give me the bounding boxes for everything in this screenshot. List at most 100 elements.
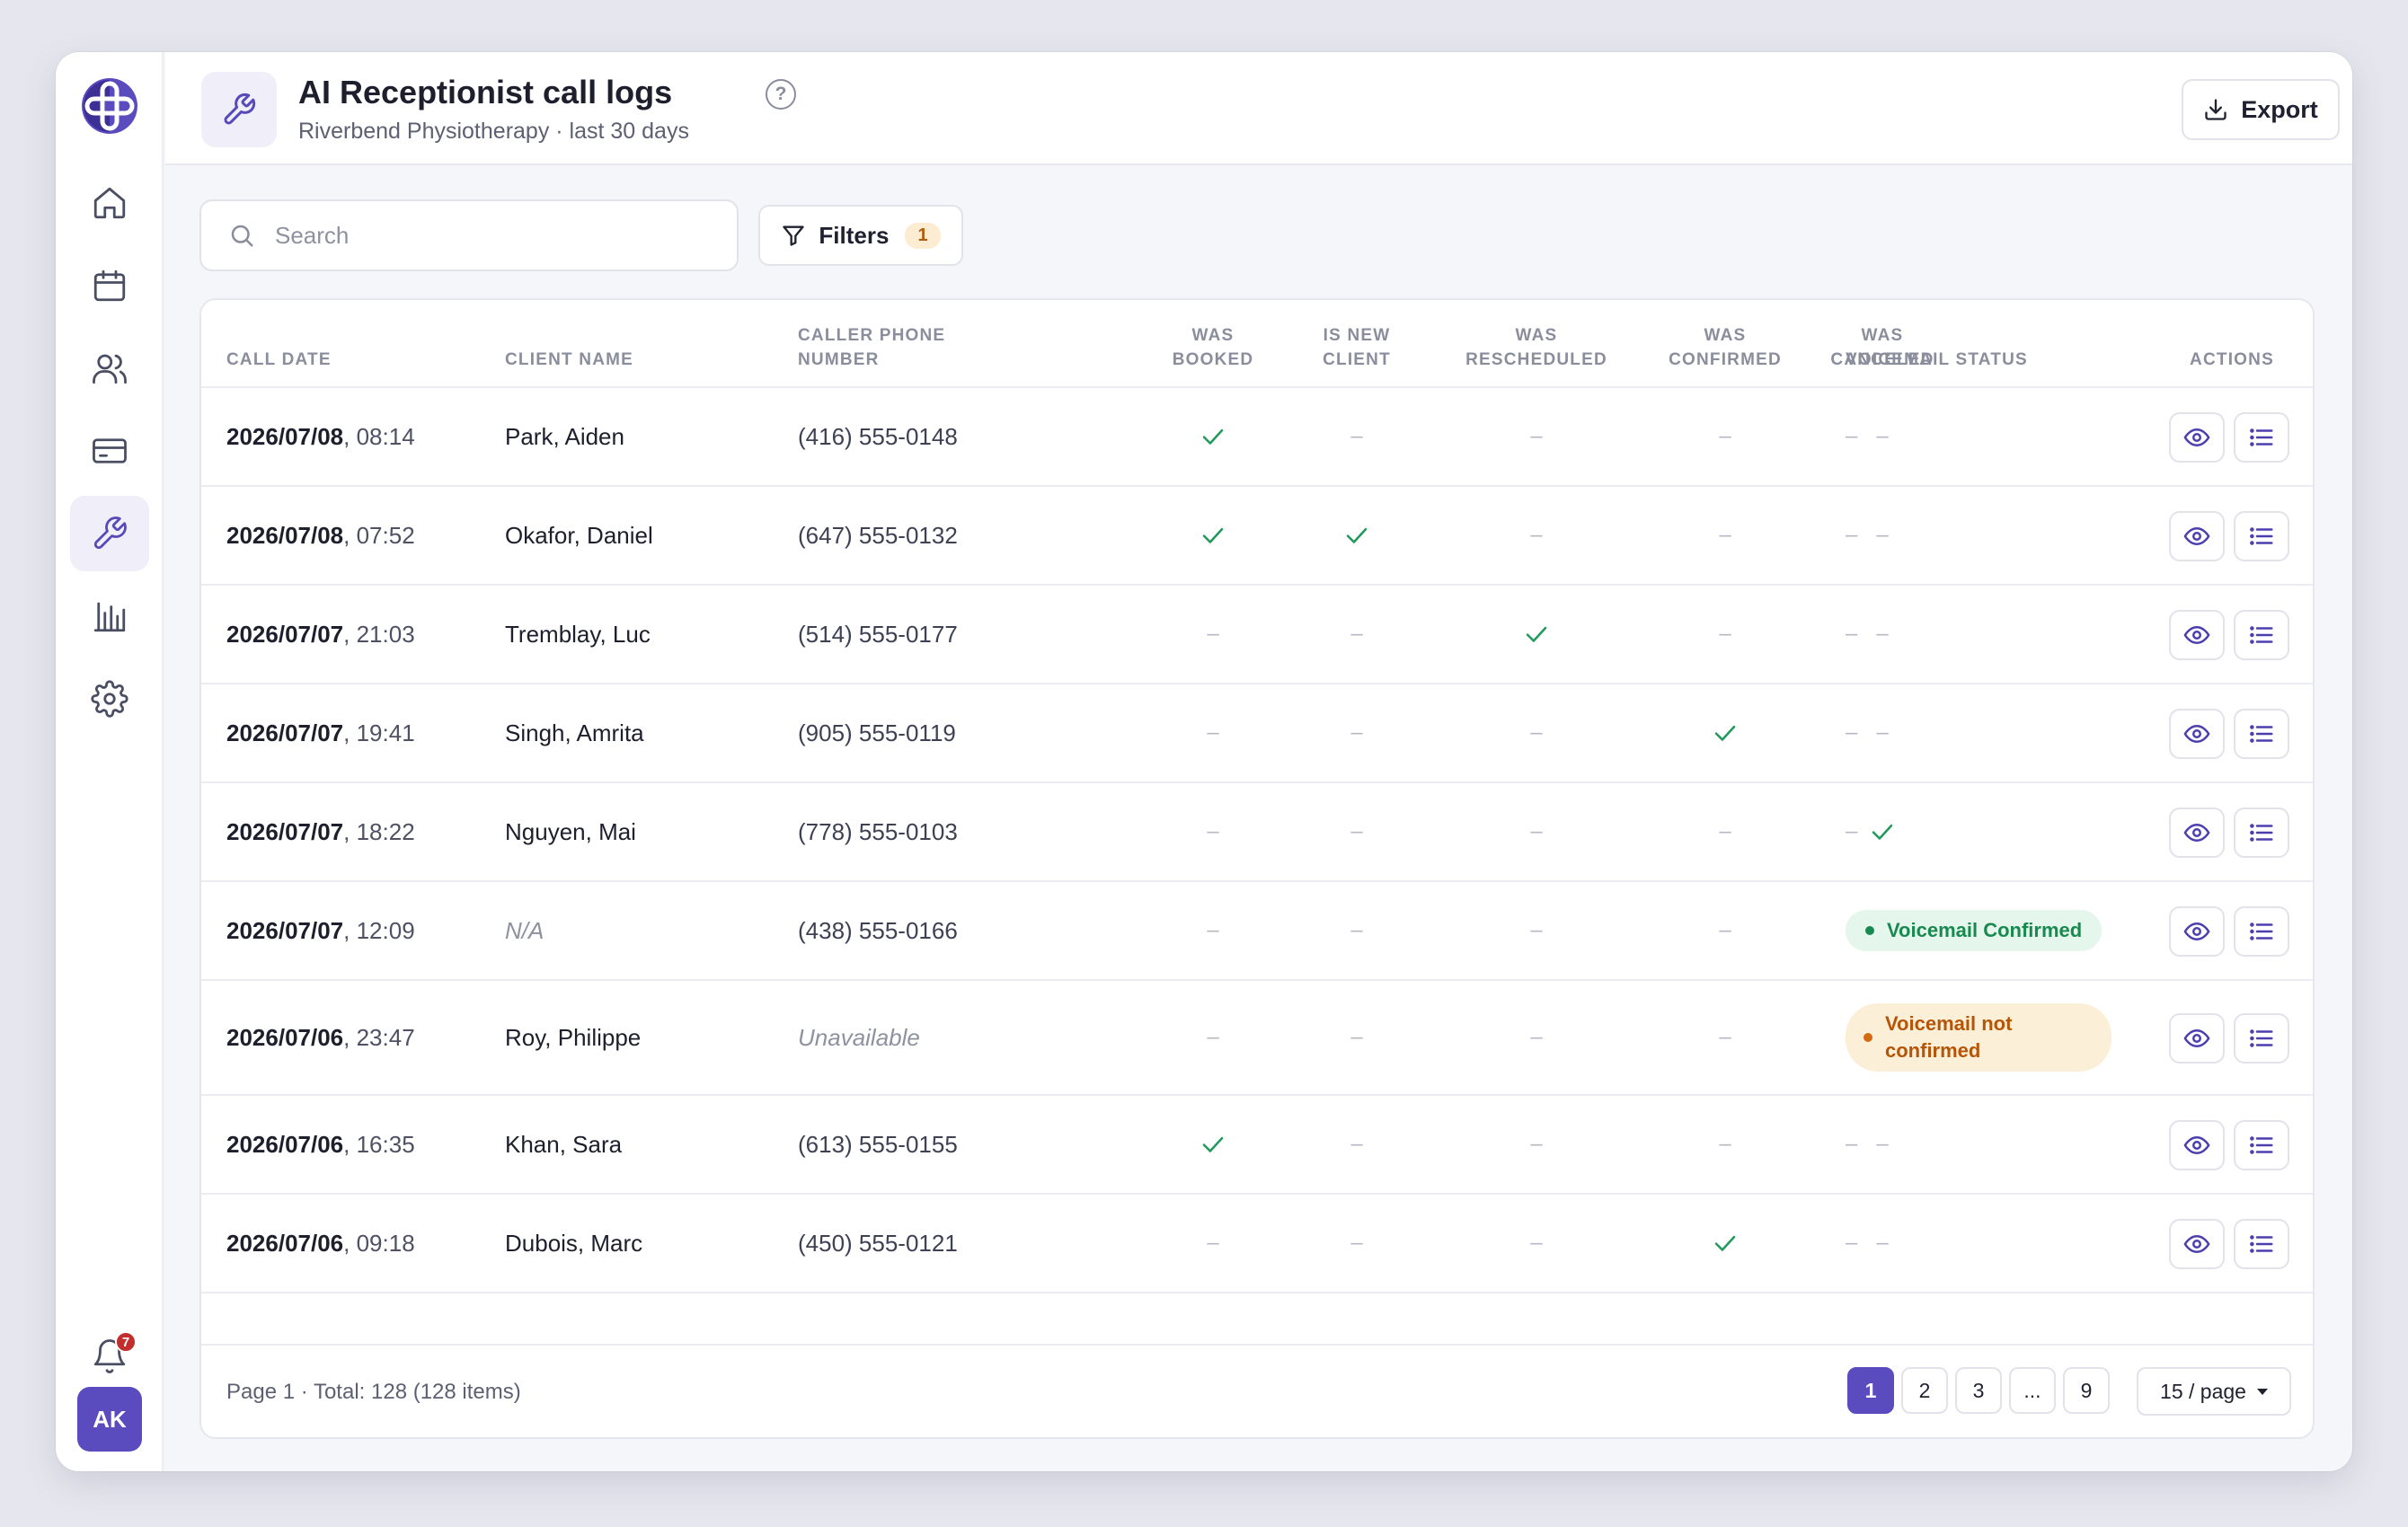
status-dot-icon <box>1865 926 1874 935</box>
view-button[interactable] <box>2169 1013 2225 1064</box>
table-row[interactable]: 2026/07/07, 19:41 Singh, Amrita (905) 555-… <box>201 684 2313 783</box>
page-button-9[interactable]: 9 <box>2063 1367 2110 1414</box>
call-time: , 16:35 <box>343 1130 415 1158</box>
call-date-cell: 2026/07/07, 18:22 <box>226 783 496 880</box>
sidebar-item-gear[interactable] <box>70 661 149 737</box>
table-row[interactable]: 2026/07/08, 07:52 Okafor, Daniel (647) 555… <box>201 487 2313 586</box>
was-canceled-check <box>1806 783 1959 880</box>
column-header[interactable]: Was confirmed <box>1669 326 1782 369</box>
view-button[interactable] <box>2169 906 2225 957</box>
call-time: , 19:41 <box>343 719 415 746</box>
view-button[interactable] <box>2169 709 2225 759</box>
filter-icon <box>781 223 806 248</box>
column-header[interactable]: Client name <box>505 350 634 369</box>
view-button[interactable] <box>2169 412 2225 463</box>
was-rescheduled-empty: – <box>1530 523 1543 547</box>
call-time: , 12:09 <box>343 916 415 944</box>
eye-icon <box>2183 1231 2210 1258</box>
details-button[interactable] <box>2234 1120 2289 1170</box>
table-row[interactable]: 2026/07/08, 08:14 Park, Aiden (416) 555-01… <box>201 388 2313 487</box>
calendar-icon <box>91 267 128 305</box>
details-button[interactable] <box>2234 511 2289 561</box>
voicemail-status-empty: – <box>1846 424 1858 448</box>
page-subtitle: Riverbend Physiotherapy · last 30 days <box>298 119 689 144</box>
table-row[interactable]: 2026/07/06, 23:47 Roy, Philippe Unavailabl… <box>201 981 2313 1096</box>
call-date: 2026/07/07 <box>226 817 344 845</box>
was-booked-empty: – <box>1207 1231 1219 1255</box>
call-date: 2026/07/06 <box>226 1023 344 1051</box>
filters-button[interactable]: Filters 1 <box>758 205 963 266</box>
call-date-cell: 2026/07/07, 12:09 <box>226 882 496 979</box>
caller-phone: (778) 555-0103 <box>798 817 958 845</box>
column-header[interactable]: Caller phone number <box>798 326 946 369</box>
was-canceled-empty: – <box>1876 622 1889 646</box>
search-box <box>199 199 739 271</box>
list-icon <box>2248 918 2275 945</box>
page-button-3[interactable]: 3 <box>1955 1367 2002 1414</box>
details-button[interactable] <box>2234 412 2289 463</box>
was-booked-empty: – <box>1207 819 1219 843</box>
view-button[interactable] <box>2169 610 2225 660</box>
view-button[interactable] <box>2169 1120 2225 1170</box>
was-canceled-empty: – <box>1876 1231 1889 1255</box>
client-name: Tremblay, Luc <box>505 620 651 648</box>
was-booked-empty: – <box>1207 720 1219 745</box>
sidebar-item-billing-card[interactable] <box>70 413 149 489</box>
column-header[interactable]: Was canceled <box>1830 326 1934 369</box>
client-name: Roy, Philippe <box>505 1023 642 1051</box>
search-input[interactable] <box>275 221 706 250</box>
call-date: 2026/07/08 <box>226 521 344 549</box>
sidebar-item-chart[interactable] <box>70 578 149 654</box>
sidebar-item-users[interactable] <box>70 331 149 406</box>
page-button-2[interactable]: 2 <box>1901 1367 1948 1414</box>
check-icon <box>1869 818 1896 845</box>
column-header[interactable]: Voicemail status <box>1846 350 2028 369</box>
details-button[interactable] <box>2234 709 2289 759</box>
column-header[interactable]: Was rescheduled <box>1465 326 1607 369</box>
was-booked-check <box>1150 388 1276 485</box>
column-header[interactable]: Was booked <box>1172 326 1254 369</box>
check-icon <box>1523 621 1550 648</box>
help-icon[interactable]: ? <box>766 79 796 110</box>
export-button[interactable]: Export <box>2182 79 2340 140</box>
voicemail-status: Voicemail not confirmed <box>1846 981 2115 1094</box>
details-button[interactable] <box>2234 610 2289 660</box>
pagination-info: Page 1 · Total: 128 (128 items) <box>226 1380 521 1404</box>
column-header[interactable]: Is new client <box>1323 326 1391 369</box>
table-row[interactable]: 2026/07/07, 18:22 Nguyen, Mai (778) 555-01… <box>201 783 2313 882</box>
details-button[interactable] <box>2234 808 2289 858</box>
list-icon <box>2248 1132 2275 1159</box>
was-confirmed-empty: – <box>1719 918 1731 942</box>
view-button[interactable] <box>2169 511 2225 561</box>
list-icon <box>2248 424 2275 451</box>
was-rescheduled-empty: – <box>1530 424 1543 448</box>
page-header: AI Receptionist call logs ? Riverbend Ph… <box>165 52 2352 165</box>
details-button[interactable] <box>2234 1219 2289 1269</box>
caller-phone: (514) 555-0177 <box>798 620 958 648</box>
page-size-select[interactable]: 15 / page <box>2137 1367 2291 1416</box>
bell-icon <box>91 1337 128 1375</box>
column-header[interactable]: Actions <box>2190 350 2274 369</box>
table-row[interactable]: 2026/07/06, 09:18 Dubois, Marc (450) 555-0… <box>201 1195 2313 1293</box>
page-button-1[interactable]: 1 <box>1847 1367 1894 1414</box>
view-button[interactable] <box>2169 808 2225 858</box>
view-button[interactable] <box>2169 1219 2225 1269</box>
details-button[interactable] <box>2234 1013 2289 1064</box>
caret-down-icon <box>2256 1388 2268 1395</box>
was-canceled-empty: – <box>1876 1132 1889 1156</box>
sidebar-item-calendar[interactable] <box>70 248 149 323</box>
column-header[interactable]: Call date <box>226 350 332 369</box>
call-time: , 21:03 <box>343 620 415 648</box>
user-avatar[interactable]: AK <box>77 1387 142 1452</box>
table-row[interactable]: 2026/07/06, 16:35 Khan, Sara (613) 555-015… <box>201 1096 2313 1195</box>
was-rescheduled-empty: – <box>1530 819 1543 843</box>
was-confirmed-check <box>1635 684 1815 781</box>
sidebar-item-wrench[interactable] <box>70 496 149 571</box>
table-row[interactable]: 2026/07/07, 21:03 Tremblay, Luc (514) 555-… <box>201 586 2313 684</box>
call-date-cell: 2026/07/06, 16:35 <box>226 1096 496 1193</box>
pagination-ellipsis[interactable]: ... <box>2009 1367 2056 1414</box>
sidebar-item-home[interactable] <box>70 165 149 241</box>
notifications-bell[interactable]: 7 <box>70 1319 149 1394</box>
details-button[interactable] <box>2234 906 2289 957</box>
table-row[interactable]: 2026/07/07, 12:09N/A(438) 555-0166–––––V… <box>201 882 2313 981</box>
